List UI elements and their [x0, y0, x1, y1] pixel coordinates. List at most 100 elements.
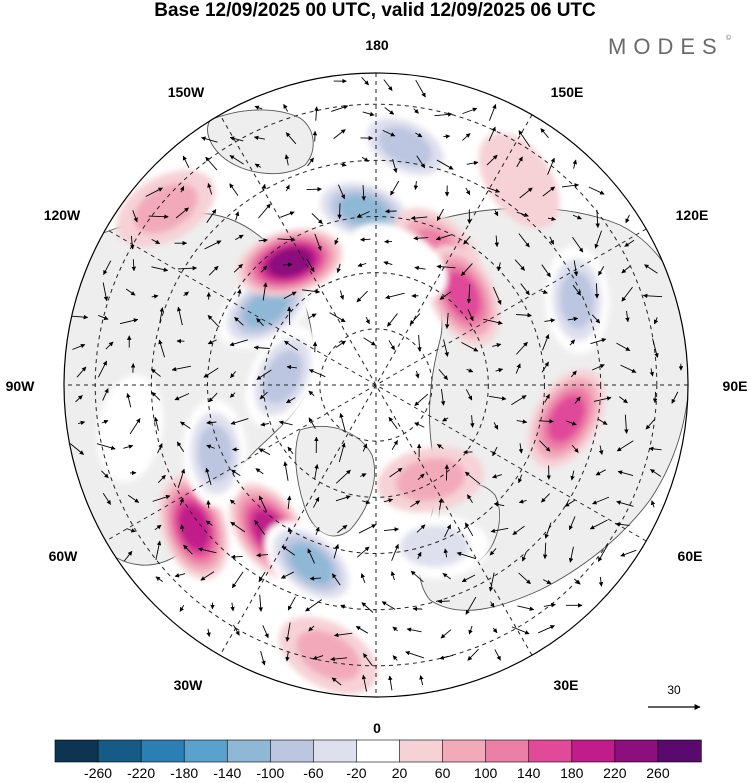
wind-arrow: [490, 601, 495, 608]
wind-arrow: [518, 233, 530, 248]
wind-arrow: [517, 474, 523, 484]
wind-arrow: [443, 339, 449, 357]
wind-arrow: [456, 551, 477, 560]
wind-arrow: [616, 440, 634, 452]
wind-arrow: [417, 334, 422, 352]
wind-arrow: [470, 415, 475, 428]
wind-arrow: [206, 209, 217, 223]
wind-arrow: [157, 474, 166, 483]
reference-vector-label: 30: [667, 683, 681, 697]
wind-arrow: [72, 343, 86, 350]
wind-arrow: [102, 388, 109, 401]
wind-arrow: [515, 363, 521, 374]
wind-arrow: [129, 418, 141, 435]
wind-arrow: [497, 262, 502, 272]
wind-arrow: [414, 265, 426, 271]
wind-arrow: [389, 467, 403, 478]
wind-arrow: [204, 240, 222, 250]
longitude-labels: 180 150E 120E 90E 60E 30E 0 30W 60W 90W …: [6, 37, 748, 736]
wind-arrow: [234, 211, 240, 221]
wind-arrow: [132, 210, 138, 223]
wind-arrow: [230, 371, 236, 379]
wind-arrow: [231, 469, 241, 477]
wind-arrow: [589, 519, 608, 530]
wind-arrow: [171, 365, 192, 372]
wind-arrow: [258, 571, 266, 583]
wind-arrow: [229, 339, 248, 347]
meridian-line: [219, 114, 533, 656]
wind-arrow: [183, 544, 193, 555]
wind-arrow: [592, 364, 605, 371]
wind-arrow: [409, 313, 421, 325]
wind-arrow: [417, 473, 425, 481]
wind-arrow: [598, 576, 604, 587]
colorbar-tick-label: -260: [84, 765, 112, 781]
wind-arrow: [538, 419, 554, 424]
wind-arrow: [260, 265, 268, 273]
wind-arrow: [467, 309, 474, 322]
wind-arrow: [233, 263, 243, 273]
wind-arrow: [284, 340, 299, 351]
wind-arrow: [305, 599, 322, 612]
wind-arrow: [540, 128, 549, 138]
wind-arrow: [544, 393, 550, 403]
wind-arrow: [97, 360, 108, 378]
wind-arrow: [208, 265, 219, 276]
wind-arrow: [518, 443, 524, 454]
wind-arrow: [464, 522, 474, 537]
wind-arrow: [103, 260, 112, 275]
wind-arrow: [232, 624, 240, 636]
lon-label-60w: 60W: [49, 548, 79, 564]
wind-arrow: [621, 266, 631, 274]
wind-arrow: [549, 236, 555, 245]
wind-arrow: [253, 345, 270, 350]
wind-arrow: [308, 417, 316, 429]
wind-arrow: [410, 500, 421, 508]
wind-arrow: [444, 312, 450, 329]
wind-arrow: [285, 651, 290, 662]
wind-arrow: [182, 155, 190, 168]
wind-arrow: [283, 461, 289, 481]
wind-arrow: [568, 516, 576, 531]
wind-arrow: [311, 213, 323, 224]
colorbar-tick-label: 100: [474, 765, 498, 781]
wind-arrow: [593, 396, 612, 402]
wind-arrow: [488, 572, 495, 592]
wind-arrow: [518, 572, 531, 585]
colorbar-tick-label: 180: [560, 765, 584, 781]
colorbar-swatch: [97, 739, 142, 763]
negative-anomaly-center: [355, 108, 456, 185]
negative-anomaly-center: [544, 245, 610, 354]
colorbar-tick-label: -220: [127, 765, 155, 781]
wind-arrow: [381, 601, 396, 610]
wind-arrow: [436, 159, 454, 170]
wind-arrow: [390, 180, 400, 196]
wind-arrow: [416, 524, 426, 533]
wind-arrow: [254, 163, 262, 168]
wind-arrow: [539, 440, 551, 452]
wind-arrow: [207, 182, 213, 195]
wind-arrow: [594, 283, 600, 299]
wind-arrow: [383, 527, 400, 532]
wind-arrow: [595, 469, 606, 476]
wind-arrow: [285, 622, 291, 642]
wind-arrow: [130, 235, 135, 250]
lon-label-30w: 30W: [174, 677, 204, 693]
wind-arrow: [390, 571, 396, 581]
wind-arrow: [652, 391, 658, 404]
wind-arrow: [174, 393, 190, 401]
lon-label-120w: 120W: [44, 207, 81, 223]
wind-arrow: [151, 266, 169, 272]
wind-arrow: [492, 286, 502, 305]
wind-arrow: [286, 364, 298, 370]
wind-arrow: [406, 627, 422, 633]
wind-arrow: [516, 313, 532, 318]
anomaly-contour: [444, 271, 481, 320]
wind-arrow: [314, 106, 319, 121]
wind-arrow: [126, 528, 136, 533]
wind-arrow: [466, 160, 479, 166]
wind-arrow: [96, 443, 116, 450]
wind-arrow: [486, 154, 498, 166]
wind-arrow: [123, 550, 133, 562]
wind-arrow: [443, 548, 449, 558]
